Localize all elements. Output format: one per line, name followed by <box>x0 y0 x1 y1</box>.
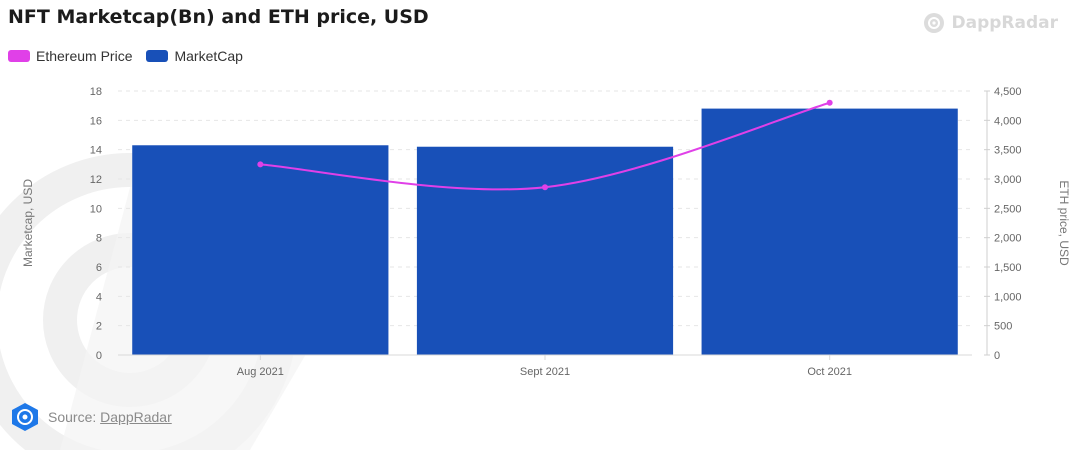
y2-tick-label: 1,500 <box>994 262 1022 274</box>
source-link[interactable]: DappRadar <box>100 409 172 425</box>
y2-tick-label: 1,000 <box>994 291 1022 303</box>
y-tick-label: 6 <box>96 262 102 274</box>
dappradar-logo-icon <box>924 13 945 33</box>
y-axis-title: Marketcap, USD <box>21 179 35 267</box>
marketcap-bar <box>416 146 674 355</box>
y2-tick-label: 0 <box>994 350 1000 362</box>
y2-tick-label: 4,000 <box>994 115 1022 127</box>
y-tick-label: 12 <box>90 174 102 186</box>
legend-label-marketcap: MarketCap <box>174 48 243 64</box>
legend-swatch-marketcap <box>146 50 169 62</box>
x-tick-label: Aug 2021 <box>237 366 284 378</box>
y-tick-label: 0 <box>96 350 102 362</box>
y2-tick-label: 2,000 <box>994 233 1022 245</box>
legend-item-marketcap[interactable]: MarketCap <box>146 48 243 64</box>
eth-price-point <box>542 184 548 191</box>
y-tick-label: 18 <box>90 86 102 98</box>
eth-price-point <box>826 99 833 106</box>
y2-tick-label: 500 <box>994 321 1012 333</box>
y2-tick-label: 3,000 <box>994 174 1022 186</box>
marketcap-bar <box>701 108 958 355</box>
eth-price-point <box>257 161 264 168</box>
legend-item-ethereum-price[interactable]: Ethereum Price <box>8 48 132 64</box>
y-tick-label: 10 <box>90 203 102 215</box>
y-tick-label: 2 <box>96 321 102 333</box>
source-footer: Source: DappRadar <box>10 402 172 432</box>
legend-label-ethereum-price: Ethereum Price <box>36 48 133 64</box>
legend-swatch-ethereum-price <box>8 50 30 62</box>
x-tick-label: Oct 2021 <box>807 366 852 378</box>
marketcap-bar <box>132 145 389 355</box>
y2-tick-label: 4,500 <box>994 86 1022 98</box>
y2-axis-title: ETH price, USD <box>1057 180 1071 266</box>
y-tick-label: 14 <box>90 145 102 157</box>
y-tick-label: 4 <box>96 291 102 303</box>
y-tick-label: 16 <box>90 115 102 127</box>
chart-legend: Ethereum Price MarketCap <box>8 48 243 64</box>
x-tick-label: Sept 2021 <box>520 366 570 378</box>
brand-logo: DappRadar <box>923 12 1058 34</box>
dappradar-badge-icon <box>12 403 38 431</box>
brand-name: DappRadar <box>951 13 1058 33</box>
source-prefix: Source: <box>48 409 101 425</box>
y-tick-label: 8 <box>96 233 102 245</box>
y2-tick-label: 3,500 <box>994 145 1022 157</box>
chart-title: NFT Marketcap(Bn) and ETH price, USD <box>8 6 429 28</box>
y2-tick-label: 2,500 <box>994 203 1022 215</box>
